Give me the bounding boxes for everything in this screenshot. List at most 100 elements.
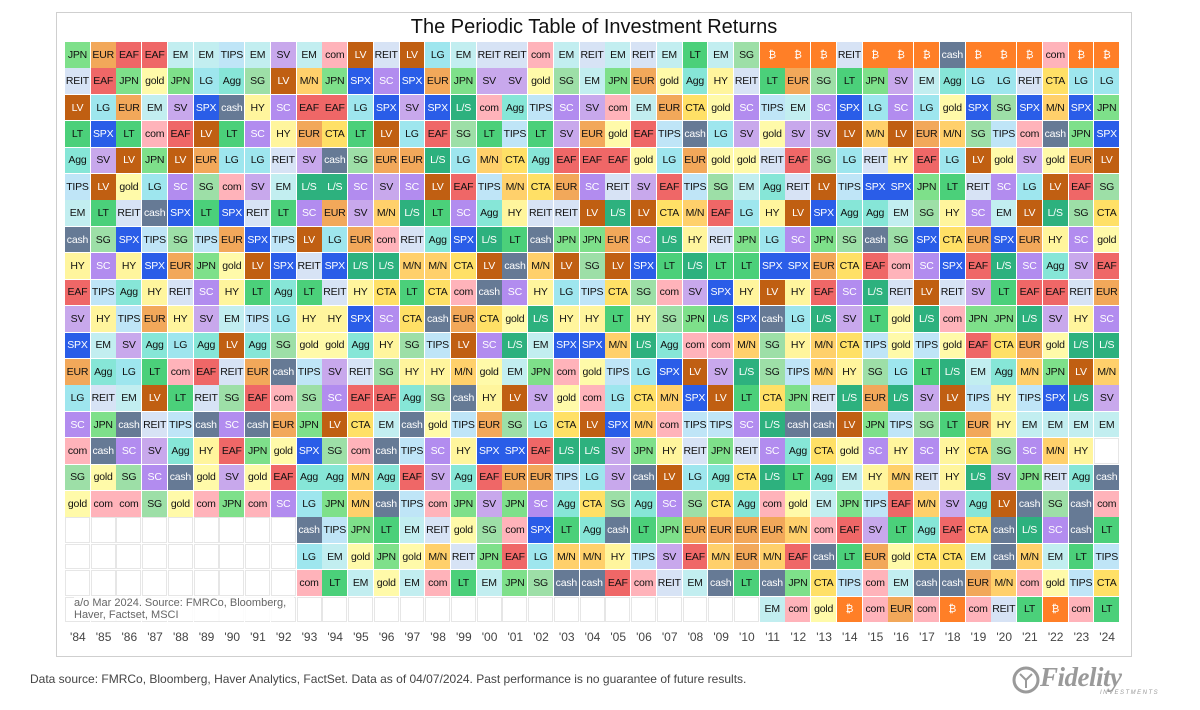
asset-cell: JPN: [785, 385, 811, 411]
asset-cell: JPN: [450, 490, 476, 517]
asset-cell: SPX: [1068, 94, 1094, 121]
asset-cell: JPN: [862, 411, 888, 438]
asset-cell: L/S: [450, 94, 476, 121]
empty-cell: [245, 517, 271, 543]
asset-cell: SV: [193, 306, 219, 332]
empty-cell: [322, 596, 348, 623]
asset-cell: SC: [502, 279, 528, 306]
asset-cell: SG: [193, 174, 219, 200]
asset-cell: gold: [348, 543, 373, 570]
asset-cell: LV: [142, 385, 168, 411]
asset-cell: TIPS: [579, 279, 605, 306]
asset-cell: EAF: [888, 490, 914, 517]
asset-cell: SG: [322, 438, 348, 464]
asset-cell: LG: [605, 385, 631, 411]
asset-cell: SG: [836, 226, 862, 253]
asset-cell: SPX: [888, 174, 914, 200]
asset-cell: LV: [1017, 200, 1042, 227]
asset-cell: LT: [296, 279, 322, 306]
asset-cell: EM: [553, 42, 579, 68]
asset-cell: EAF: [1068, 174, 1094, 200]
asset-cell: com: [1042, 42, 1068, 68]
asset-cell: HY: [836, 358, 862, 385]
asset-cell: EAF: [270, 464, 296, 491]
logo-subtitle: INVESTMENTS: [1100, 690, 1160, 696]
asset-cell: SPX: [296, 438, 322, 464]
asset-cell: cash: [759, 570, 785, 596]
asset-cell: EUR: [528, 464, 554, 491]
asset-cell: JPN: [219, 490, 245, 517]
asset-cell: EM: [734, 174, 759, 200]
asset-cell: L/S: [631, 332, 657, 359]
asset-cell: SPX: [219, 200, 245, 227]
asset-cell: HY: [322, 306, 348, 332]
asset-cell: REIT: [939, 279, 965, 306]
asset-cell: CTA: [708, 490, 734, 517]
asset-cell: HY: [90, 306, 116, 332]
asset-cell: HY: [502, 200, 528, 227]
asset-cell: LG: [167, 332, 193, 359]
asset-cell: LT: [1094, 596, 1120, 623]
asset-cell: REIT: [991, 596, 1017, 623]
asset-cell: SV: [167, 94, 193, 121]
asset-cell: M/N: [708, 543, 734, 570]
asset-cell: EAF: [939, 517, 965, 543]
asset-cell: EUR: [862, 543, 888, 570]
asset-cell: cash: [167, 464, 193, 491]
asset-cell: EM: [348, 570, 373, 596]
asset-cell: SC: [167, 174, 193, 200]
asset-cell: CTA: [965, 438, 991, 464]
year-tick-label: '17: [919, 630, 935, 644]
asset-cell: JPN: [502, 570, 528, 596]
asset-cell: com: [888, 253, 914, 279]
asset-cell: CTA: [399, 306, 425, 332]
asset-cell: LG: [682, 464, 708, 491]
asset-cell: L/S: [1094, 332, 1120, 359]
asset-cell: EUR: [425, 68, 451, 94]
asset-cell: LT: [708, 253, 734, 279]
asset-cell: LT: [836, 543, 862, 570]
fidelity-logo-icon: [1012, 666, 1040, 694]
asset-cell: SC: [1017, 253, 1042, 279]
asset-cell: SG: [965, 121, 991, 147]
asset-cell: LT: [450, 570, 476, 596]
asset-cell: com: [219, 174, 245, 200]
asset-cell: CTA: [450, 253, 476, 279]
asset-cell: REIT: [450, 543, 476, 570]
asset-cell: HY: [65, 253, 90, 279]
asset-cell: EUR: [142, 306, 168, 332]
asset-cell: SG: [1042, 490, 1068, 517]
asset-cell: SG: [631, 279, 657, 306]
asset-cell: HY: [116, 253, 142, 279]
asset-cell: CTA: [425, 279, 451, 306]
asset-cell: LG: [219, 147, 245, 174]
asset-cell: REIT: [811, 385, 837, 411]
asset-cell: LT: [348, 121, 373, 147]
asset-cell: LT: [270, 200, 296, 227]
asset-cell: JPN: [65, 42, 90, 68]
empty-cell: [142, 543, 168, 570]
empty-cell: [193, 543, 219, 570]
asset-cell: EUR: [116, 94, 142, 121]
asset-cell: CTA: [965, 517, 991, 543]
asset-cell: EAF: [193, 358, 219, 385]
empty-cell: [734, 596, 759, 623]
asset-cell: LG: [631, 358, 657, 385]
asset-cell: JPN: [991, 306, 1017, 332]
asset-cell: cash: [785, 411, 811, 438]
asset-cell: SPX: [116, 226, 142, 253]
asset-cell: HY: [888, 438, 914, 464]
asset-cell: REIT: [116, 200, 142, 227]
asset-cell: gold: [811, 596, 837, 623]
asset-cell: M/N: [528, 253, 554, 279]
asset-cell: SPX: [90, 121, 116, 147]
asset-cell: TIPS: [1068, 570, 1094, 596]
asset-cell: Agg: [450, 464, 476, 491]
asset-cell: EM: [1068, 411, 1094, 438]
asset-cell: JPN: [142, 147, 168, 174]
asset-cell: M/N: [939, 121, 965, 147]
asset-cell: SPX: [862, 174, 888, 200]
asset-cell: EM: [142, 94, 168, 121]
asset-cell: ₿: [836, 596, 862, 623]
asset-cell: SC: [759, 438, 785, 464]
